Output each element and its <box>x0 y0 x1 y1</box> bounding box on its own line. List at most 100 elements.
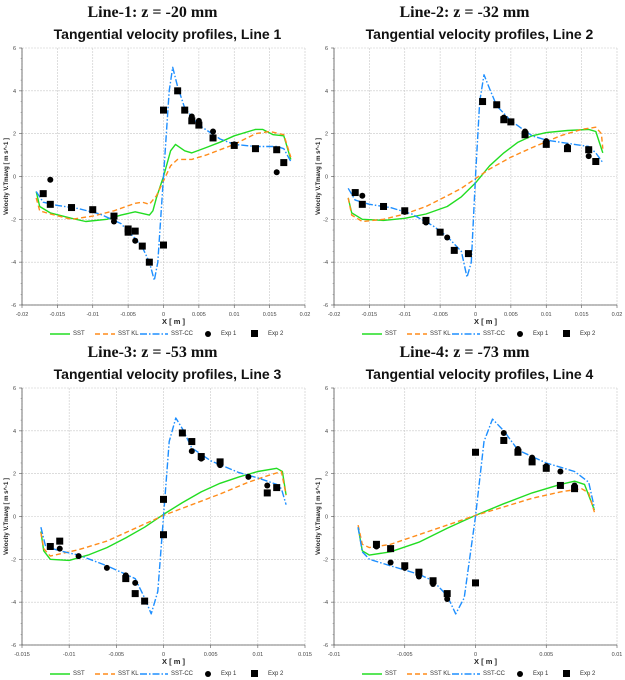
x-tick-label: -0.005 <box>432 312 448 318</box>
chart-heading: Line-1: z = -20 mm <box>87 4 218 21</box>
legend: SST SST KL SST-CC Exp 1 Exp 2 <box>0 668 312 680</box>
data-point-exp-2 <box>39 190 47 198</box>
data-point-exp-2 <box>160 531 167 539</box>
data-point-exp-2 <box>514 448 522 456</box>
legend-square-icon <box>251 670 258 677</box>
legend-circle-icon <box>517 331 523 337</box>
y-tick-label: 2 <box>325 132 328 138</box>
data-point-exp-2 <box>56 537 64 545</box>
data-point-exp-2 <box>181 106 189 114</box>
chart-panel-4: Line-4: z = -73 mm Tangential velocity p… <box>312 340 624 680</box>
data-point-exp-1 <box>132 579 139 586</box>
x-tick-label: -0.02 <box>16 312 29 318</box>
y-tick-label: -6 <box>11 643 16 649</box>
series-line-sst-cc <box>40 417 287 615</box>
y-tick-label: 0 <box>325 175 328 181</box>
data-point-exp-2 <box>160 495 167 503</box>
data-point-exp-1 <box>75 553 82 560</box>
data-point-exp-2 <box>528 458 536 466</box>
legend-label: SST <box>73 671 85 677</box>
plot-area: -0.02 -0.015 -0.01 -0.005 0 0.005 0.01 0.015 0.0… <box>316 46 623 326</box>
data-point-exp-1 <box>56 545 63 552</box>
x-tick-label: 0.02 <box>612 312 623 318</box>
legend-item: Exp 1 <box>516 668 548 680</box>
legend-label: SST KL <box>118 331 139 337</box>
data-point-exp-2 <box>401 207 409 215</box>
x-tick-label: -0.015 <box>50 312 66 318</box>
y-tick-label: -4 <box>11 260 16 266</box>
legend-label: SST KL <box>430 671 451 677</box>
data-point-exp-2 <box>131 227 139 235</box>
x-tick-label: 0.005 <box>504 312 518 318</box>
legend-square-icon <box>251 330 258 337</box>
legend-line-icon <box>407 333 427 335</box>
data-point-exp-1 <box>188 448 195 455</box>
legend-item: SST-CC <box>140 668 193 680</box>
chart-heading: Line-3: z = -53 mm <box>87 344 218 361</box>
legend: SST SST KL SST-CC Exp 1 Exp 2 <box>312 668 624 680</box>
y-tick-label: 6 <box>13 386 16 392</box>
data-point-exp-2 <box>542 464 550 472</box>
x-tick-label: 0.01 <box>252 652 263 658</box>
legend-item: Exp 2 <box>251 328 283 340</box>
x-tick-label: 0.015 <box>298 652 312 658</box>
data-point-exp-2 <box>351 189 359 197</box>
y-tick-label: 0 <box>13 515 16 521</box>
legend-label: SST <box>73 331 85 337</box>
legend-item: Exp 1 <box>204 668 236 680</box>
data-point-exp-1 <box>110 218 117 225</box>
legend-label: SST-CC <box>171 671 194 677</box>
data-point-exp-1 <box>210 128 217 135</box>
data-point-exp-2 <box>521 131 529 139</box>
data-point-exp-2 <box>178 429 186 437</box>
legend-label: Exp 1 <box>221 671 237 677</box>
legend-label: Exp 2 <box>268 671 284 677</box>
legend-item: SST KL <box>407 328 451 340</box>
legend-item: SST KL <box>407 668 451 680</box>
data-point-exp-2 <box>542 140 550 148</box>
y-tick-label: -6 <box>11 303 16 309</box>
data-point-exp-1 <box>585 153 592 160</box>
y-tick-label: -2 <box>11 557 16 563</box>
data-point-exp-2 <box>188 438 196 446</box>
x-tick-label: -0.01 <box>86 312 99 318</box>
data-point-exp-2 <box>216 458 224 466</box>
x-tick-label: 0.005 <box>539 652 553 658</box>
data-point-exp-2 <box>507 118 515 126</box>
chart-heading: Line-2: z = -32 mm <box>399 4 530 21</box>
data-point-exp-2 <box>188 117 196 125</box>
data-point-exp-2 <box>500 116 508 124</box>
data-point-exp-1 <box>444 595 451 602</box>
data-point-exp-2 <box>68 204 76 212</box>
data-point-exp-1 <box>387 559 394 566</box>
legend-label: SST KL <box>118 671 139 677</box>
data-point-exp-1 <box>500 429 507 436</box>
legend-item: Exp 1 <box>204 328 236 340</box>
data-point-exp-2 <box>556 481 564 489</box>
data-point-exp-2 <box>46 542 54 550</box>
y-axis-label: Velocity V.Tmavg [ m s^-1 ] <box>4 138 10 215</box>
y-tick-label: 4 <box>13 429 16 435</box>
data-point-exp-1 <box>245 473 252 480</box>
data-point-exp-2 <box>46 200 54 208</box>
y-axis-label: Velocity V.Tmavg [ m s^-1 ] <box>316 138 322 215</box>
legend-label: Exp 1 <box>221 331 237 337</box>
data-point-exp-2 <box>124 228 132 236</box>
data-point-exp-2 <box>592 158 600 166</box>
y-tick-label: 4 <box>325 429 328 435</box>
data-point-exp-2 <box>273 146 281 154</box>
data-point-exp-2 <box>195 121 203 129</box>
data-point-exp-2 <box>280 159 288 167</box>
legend-item: SST KL <box>95 668 139 680</box>
data-point-exp-2 <box>415 568 423 576</box>
data-point-exp-2 <box>429 577 437 585</box>
legend-item: Exp 1 <box>516 328 548 340</box>
data-point-exp-2 <box>138 242 146 250</box>
legend-line-icon <box>362 333 382 335</box>
series-line-sst <box>35 128 292 223</box>
x-tick-label: 0.02 <box>300 312 311 318</box>
y-tick-label: -2 <box>323 217 328 223</box>
plot-area: -0.01 -0.005 0 0.005 0.01 -6 -4 -2 0 2 4 6 X [ m ] Ve… <box>316 386 622 666</box>
data-point-exp-2 <box>443 590 451 598</box>
data-point-exp-2 <box>450 246 458 254</box>
